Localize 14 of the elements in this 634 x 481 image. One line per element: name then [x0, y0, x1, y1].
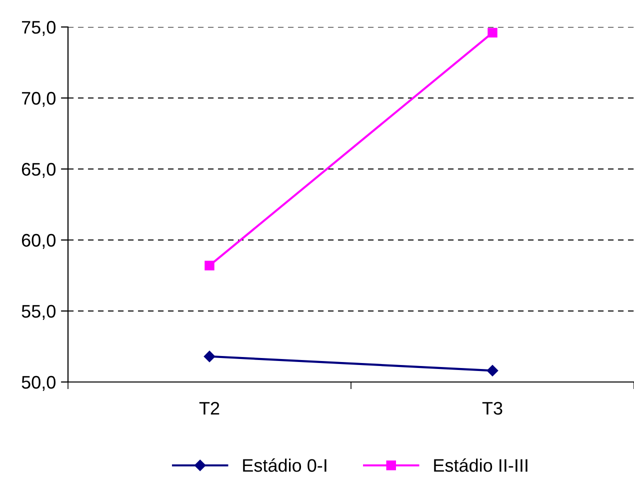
y-tick-label: 75,0 [22, 20, 56, 36]
y-tick-label: 55,0 [22, 304, 56, 320]
point [204, 350, 216, 362]
x-tick-label: T3 [482, 402, 502, 415]
point [204, 260, 214, 270]
y-tick-label: 70,0 [22, 92, 56, 107]
point [486, 365, 498, 376]
legend-label: Estádio 0-I [243, 458, 326, 472]
y-tick-label: 65,0 [22, 162, 56, 178]
y-tick-label: 50,0 [22, 376, 56, 391]
y-tick-label: 60,0 [22, 234, 56, 249]
legend-label: Estádio II-III [434, 458, 528, 472]
point [488, 28, 498, 38]
x-tick-label: T2 [199, 402, 220, 415]
